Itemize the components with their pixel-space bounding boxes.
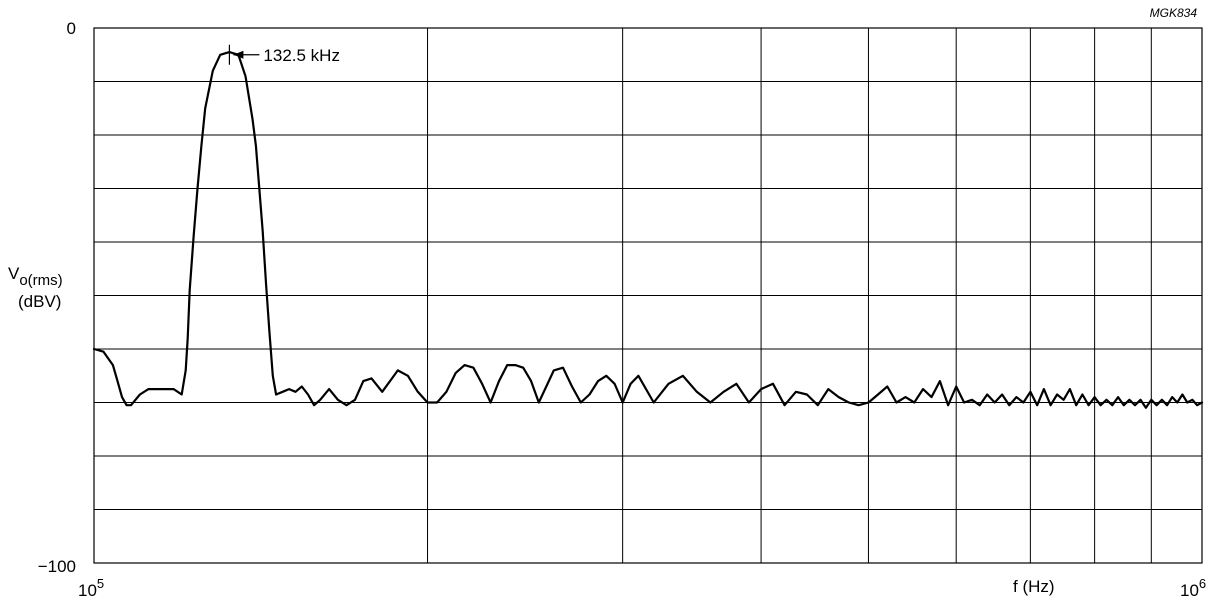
x-tick-label-min: 105 — [78, 576, 104, 600]
x-axis-label: f (Hz) — [1013, 577, 1055, 596]
y-tick-label-min: −100 — [38, 557, 76, 576]
y-tick-label-max: 0 — [67, 19, 76, 38]
y-axis-unit: (dBV) — [18, 292, 61, 311]
annotation-label: 132.5 kHz — [263, 46, 340, 65]
spectrum-trace — [92, 50, 1204, 409]
x-tick-label-max: 106 — [1180, 576, 1206, 600]
grid — [94, 28, 1202, 563]
y-axis-label: Vo(rms) — [8, 264, 63, 289]
annotation-arrowhead — [233, 50, 244, 59]
figure-code: MGK834 — [1150, 6, 1198, 20]
plot-frame — [93, 27, 1203, 564]
